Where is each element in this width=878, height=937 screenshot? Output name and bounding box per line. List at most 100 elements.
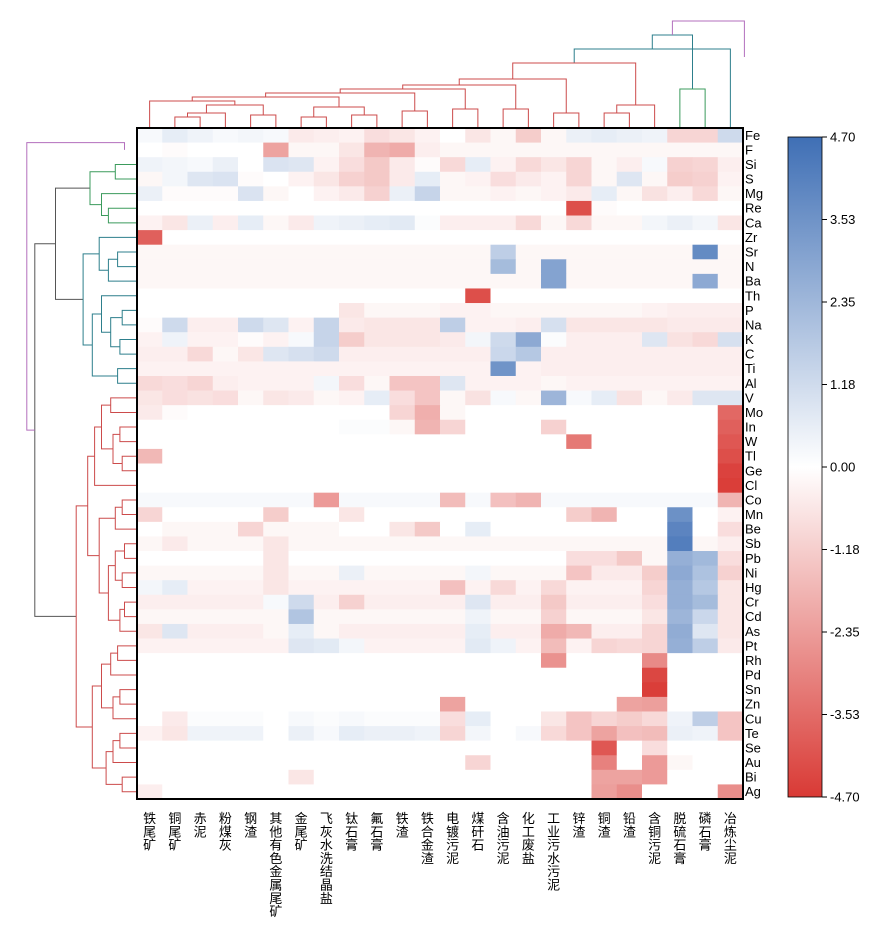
heatmap-cell bbox=[212, 419, 239, 435]
heatmap-cell bbox=[642, 726, 668, 742]
heatmap-cell bbox=[263, 580, 289, 596]
heatmap-cell bbox=[414, 346, 441, 362]
heatmap-cell bbox=[515, 696, 542, 712]
heatmap-cell bbox=[515, 259, 542, 275]
heatmap-cell bbox=[642, 565, 668, 581]
heatmap-cell bbox=[465, 244, 491, 260]
heatmap-cell bbox=[541, 594, 567, 610]
heatmap-cell bbox=[490, 171, 517, 187]
heatmap-cell bbox=[490, 390, 517, 406]
heatmap-cell bbox=[667, 784, 693, 800]
heatmap-cell bbox=[389, 769, 416, 785]
heatmap-cell bbox=[566, 623, 592, 639]
heatmap-cell bbox=[288, 755, 315, 771]
heatmap-cell bbox=[339, 711, 365, 727]
heatmap-cell bbox=[137, 492, 163, 508]
heatmap-cell bbox=[465, 536, 491, 552]
heatmap-cell bbox=[414, 434, 441, 450]
heatmap-cell bbox=[642, 478, 668, 494]
heatmap-cell bbox=[212, 551, 239, 567]
heatmap-cell bbox=[642, 448, 668, 464]
heatmap-cell bbox=[591, 390, 618, 406]
heatmap-cell bbox=[263, 419, 289, 435]
heatmap-cell bbox=[667, 667, 693, 683]
heatmap-cell bbox=[339, 171, 365, 187]
heatmap-cell bbox=[364, 638, 390, 654]
heatmap-cell bbox=[364, 390, 390, 406]
heatmap-cell bbox=[162, 230, 188, 246]
heatmap-cell bbox=[566, 565, 592, 581]
heatmap-cell bbox=[162, 448, 188, 464]
heatmap-cell bbox=[339, 332, 365, 348]
heatmap-cell bbox=[162, 273, 188, 289]
colorbar-tick-label: -4.70 bbox=[830, 790, 860, 805]
heatmap-cell bbox=[440, 128, 466, 143]
heatmap-cell bbox=[288, 536, 315, 552]
heatmap-cell bbox=[490, 157, 517, 173]
heatmap-cell bbox=[389, 653, 416, 669]
heatmap-cell bbox=[313, 667, 340, 683]
heatmap-cell bbox=[364, 448, 390, 464]
heatmap-cell bbox=[288, 259, 315, 275]
heatmap-cell bbox=[263, 769, 289, 785]
heatmap-cell bbox=[364, 346, 390, 362]
heatmap-cell bbox=[238, 653, 264, 669]
heatmap-cell bbox=[162, 769, 188, 785]
heatmap-cell bbox=[137, 332, 163, 348]
heatmap-cell bbox=[238, 478, 264, 494]
heatmap-cell bbox=[591, 521, 618, 537]
heatmap-cell bbox=[162, 171, 188, 187]
heatmap-cell bbox=[566, 536, 592, 552]
heatmap-cell bbox=[364, 157, 390, 173]
heatmap-cell bbox=[591, 157, 618, 173]
heatmap-cell bbox=[137, 288, 163, 304]
heatmap-cell bbox=[465, 259, 491, 275]
dendrogram-branch bbox=[117, 251, 136, 268]
heatmap-cell bbox=[414, 711, 441, 727]
heatmap-cell bbox=[616, 463, 643, 479]
heatmap-cell bbox=[465, 565, 491, 581]
heatmap-cell bbox=[591, 128, 618, 143]
row-label: F bbox=[745, 142, 753, 157]
heatmap-cell bbox=[717, 419, 744, 435]
heatmap-cell bbox=[389, 740, 416, 756]
dendrogram-branch bbox=[91, 313, 118, 377]
heatmap-cell bbox=[515, 638, 542, 654]
heatmap-cell bbox=[717, 273, 744, 289]
heatmap-cell bbox=[667, 653, 693, 669]
heatmap-cell bbox=[313, 157, 340, 173]
heatmap-cell bbox=[263, 507, 289, 523]
dendrogram-branch bbox=[75, 505, 93, 728]
heatmap-cell bbox=[339, 405, 365, 421]
row-label: Mo bbox=[745, 405, 763, 420]
heatmap-cell bbox=[389, 492, 416, 508]
heatmap-cell bbox=[566, 507, 592, 523]
heatmap-cell bbox=[667, 419, 693, 435]
heatmap-cell bbox=[263, 244, 289, 260]
heatmap-cell bbox=[692, 186, 719, 202]
heatmap-cell bbox=[591, 580, 618, 596]
heatmap-cell bbox=[717, 128, 744, 143]
heatmap-cell bbox=[515, 375, 542, 391]
heatmap-cell bbox=[591, 667, 618, 683]
column-label: 铅渣 bbox=[623, 812, 636, 840]
heatmap-cell bbox=[440, 317, 466, 333]
heatmap-cell bbox=[288, 696, 315, 712]
heatmap-cell bbox=[515, 317, 542, 333]
dendrogram-branch bbox=[512, 62, 637, 105]
row-label: Pt bbox=[745, 638, 758, 653]
column-label: 铁合金渣 bbox=[421, 812, 434, 867]
heatmap-cell bbox=[667, 375, 693, 391]
heatmap-cell bbox=[187, 667, 214, 683]
heatmap-cell bbox=[490, 478, 517, 494]
heatmap-cell bbox=[339, 740, 365, 756]
heatmap-cell bbox=[263, 653, 289, 669]
heatmap-cell bbox=[288, 288, 315, 304]
heatmap-cell bbox=[642, 784, 668, 800]
heatmap-cell bbox=[339, 521, 365, 537]
heatmap-cell bbox=[212, 755, 239, 771]
heatmap-cell bbox=[238, 171, 264, 187]
heatmap-cell bbox=[238, 273, 264, 289]
heatmap-cell bbox=[389, 434, 416, 450]
heatmap-cell bbox=[238, 638, 264, 654]
